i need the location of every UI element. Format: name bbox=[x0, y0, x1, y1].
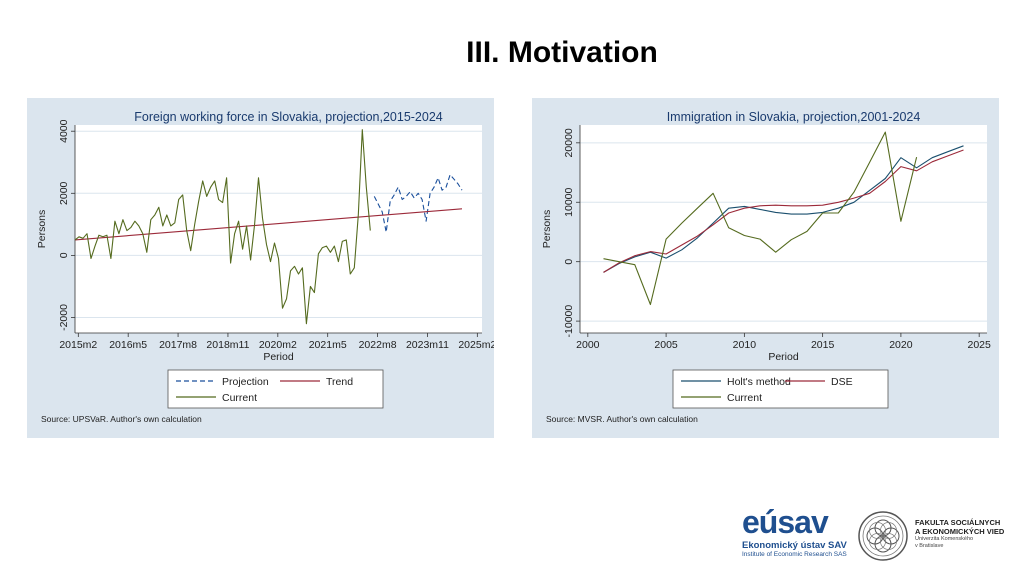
eusav-name-en: Institute of Economic Research SAS bbox=[742, 551, 847, 558]
x-tick-label: 2020m2 bbox=[259, 339, 297, 351]
eusav-name: Ekonomický ústav SAV bbox=[742, 540, 847, 551]
legend bbox=[167, 369, 384, 409]
y-tick-label: 10000 bbox=[563, 188, 575, 217]
x-tick-label: 2005 bbox=[654, 339, 678, 351]
plot-area bbox=[75, 125, 482, 333]
x-tick-label: 2025m2 bbox=[458, 339, 494, 351]
fsev-line-1: FAKULTA SOCIÁLNYCH bbox=[915, 518, 1001, 527]
y-axis-label: Persons bbox=[36, 210, 48, 249]
source-note: Source: UPSVaR. Author's own calculation bbox=[41, 414, 202, 424]
slide-title: III. Motivation bbox=[466, 36, 658, 69]
x-tick-label: 2016m5 bbox=[109, 339, 147, 351]
chart-title: Foreign working force in Slovakia, proje… bbox=[134, 110, 443, 124]
fsev-line-2: A EKONOMICKÝCH VIED bbox=[915, 527, 1005, 536]
series-line-current bbox=[603, 131, 918, 306]
eusav-wordmark: eúsav bbox=[742, 504, 829, 540]
source-note: Source: MVSR. Author's own calculation bbox=[546, 414, 698, 424]
chart-panel-foreign-workforce: Foreign working force in Slovakia, proje… bbox=[27, 98, 494, 438]
legend-label: Projection bbox=[222, 376, 269, 388]
fsev-city: v Bratislave bbox=[915, 543, 944, 549]
x-tick-label: 2010 bbox=[733, 339, 757, 351]
series-line-trend bbox=[74, 208, 463, 241]
legend-label: Current bbox=[727, 392, 762, 404]
y-tick-label: 20000 bbox=[563, 128, 575, 157]
legend-label: Holt's method bbox=[727, 376, 791, 388]
plot-area bbox=[580, 125, 987, 333]
x-tick-label: 2020 bbox=[889, 339, 913, 351]
y-tick-label: -2000 bbox=[58, 304, 70, 331]
chart-panel-immigration: Immigration in Slovakia, projection,2001… bbox=[532, 98, 999, 438]
x-tick-label: 2022m8 bbox=[359, 339, 397, 351]
chart-immigration: Immigration in Slovakia, projection,2001… bbox=[541, 110, 991, 424]
y-tick-label: 0 bbox=[58, 252, 70, 258]
series-line-projection bbox=[373, 174, 463, 233]
legend-label: Current bbox=[222, 392, 257, 404]
legend-label: DSE bbox=[831, 376, 853, 388]
legend bbox=[672, 369, 889, 409]
y-axis-label: Persons bbox=[541, 210, 553, 249]
x-tick-label: 2025 bbox=[967, 339, 991, 351]
y-tick-label: 0 bbox=[563, 259, 575, 265]
legend-label: Trend bbox=[326, 376, 353, 388]
series-line-holt-s-method bbox=[603, 145, 964, 273]
eusav-logo: eúsav Ekonomický ústav SAV Institute of … bbox=[742, 506, 847, 564]
chart-foreign-workforce: Foreign working force in Slovakia, proje… bbox=[36, 110, 494, 424]
x-tick-label: 2017m8 bbox=[159, 339, 197, 351]
x-tick-label: 2015 bbox=[811, 339, 835, 351]
x-tick-label: 2023m11 bbox=[406, 339, 449, 351]
series-line-current bbox=[74, 129, 371, 325]
y-tick-label: -10000 bbox=[563, 305, 575, 338]
fsev-logo-text: FAKULTA SOCIÁLNYCH A EKONOMICKÝCH VIED U… bbox=[915, 518, 1015, 550]
x-tick-label: 2018m11 bbox=[206, 339, 249, 351]
x-tick-label: 2021m5 bbox=[309, 339, 347, 351]
series-line-dse bbox=[603, 149, 964, 273]
logos: eúsav Ekonomický ústav SAV Institute of … bbox=[742, 506, 1012, 564]
chart-title: Immigration in Slovakia, projection,2001… bbox=[667, 110, 921, 124]
x-axis-label: Period bbox=[263, 351, 294, 363]
fsev-university: Univerzita Komenského bbox=[915, 536, 974, 542]
y-tick-label: 4000 bbox=[58, 119, 70, 143]
y-tick-label: 2000 bbox=[58, 181, 70, 205]
x-axis-label: Period bbox=[768, 351, 799, 363]
x-tick-label: 2015m2 bbox=[59, 339, 97, 351]
x-tick-label: 2000 bbox=[576, 339, 600, 351]
fsev-emblem-icon bbox=[858, 511, 908, 561]
